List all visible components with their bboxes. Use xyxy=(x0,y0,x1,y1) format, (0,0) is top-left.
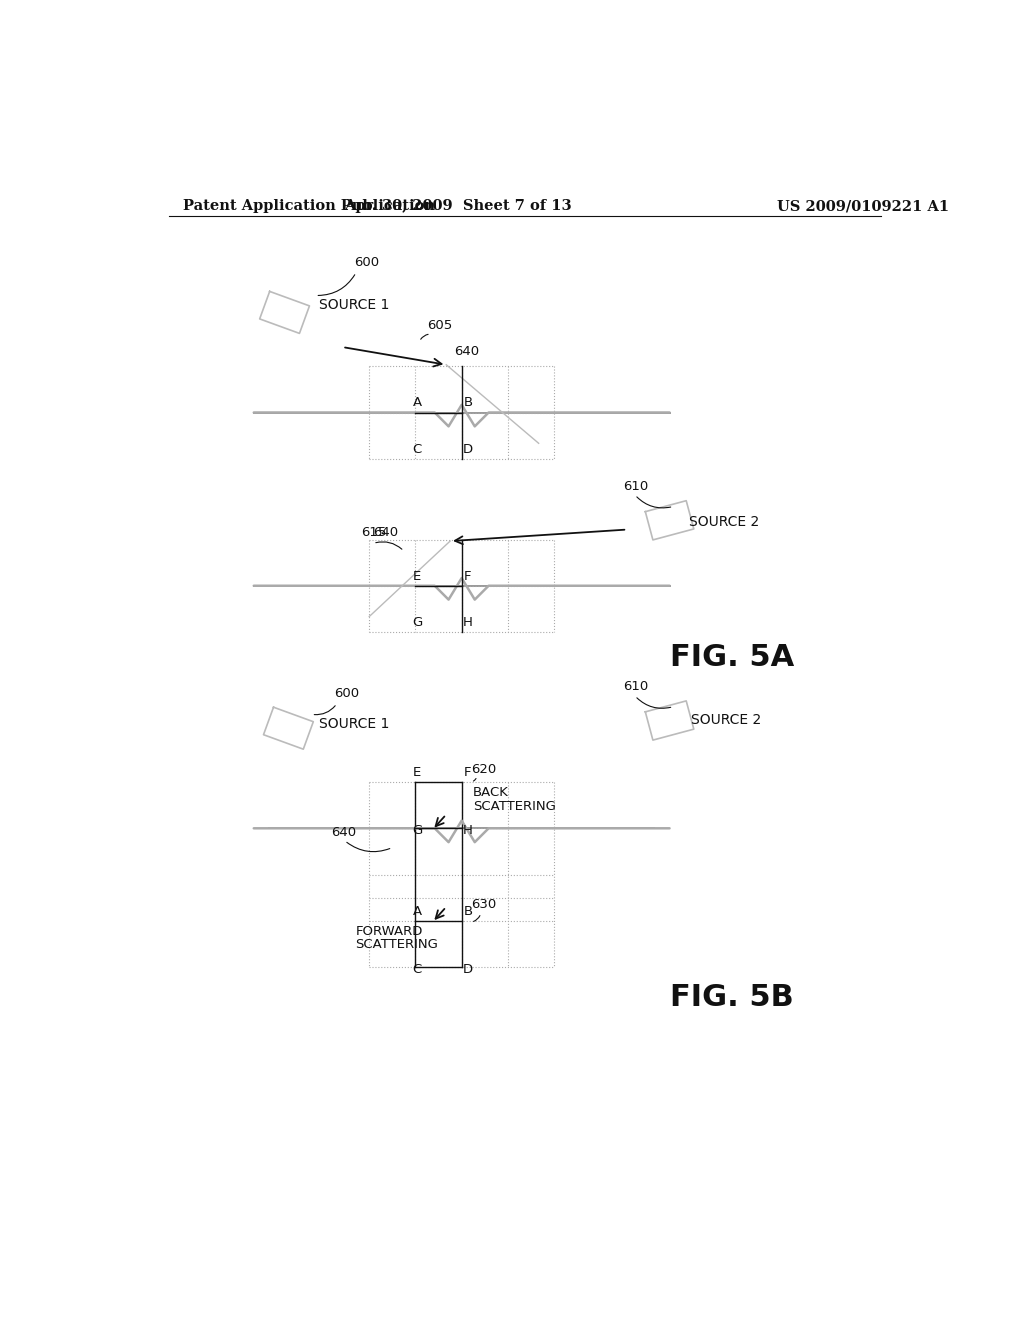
Text: D: D xyxy=(463,964,473,975)
Text: 630: 630 xyxy=(471,899,497,911)
Text: C: C xyxy=(413,442,422,455)
Text: B: B xyxy=(463,396,472,409)
Text: A: A xyxy=(413,904,422,917)
Text: D: D xyxy=(463,442,473,455)
Text: 610: 610 xyxy=(624,479,648,492)
Text: 615: 615 xyxy=(361,525,387,539)
Text: BACK: BACK xyxy=(473,785,509,799)
Text: 600: 600 xyxy=(354,256,379,269)
Text: A: A xyxy=(413,396,422,409)
Text: G: G xyxy=(412,825,422,837)
Text: B: B xyxy=(463,904,472,917)
Text: SOURCE 2: SOURCE 2 xyxy=(691,713,762,727)
Text: 640: 640 xyxy=(331,826,356,840)
Text: 620: 620 xyxy=(471,763,497,776)
Text: US 2009/0109221 A1: US 2009/0109221 A1 xyxy=(777,199,949,213)
Text: H: H xyxy=(463,825,473,837)
Text: F: F xyxy=(464,570,472,582)
Text: 640: 640 xyxy=(373,525,398,539)
Text: F: F xyxy=(464,766,472,779)
Text: E: E xyxy=(413,570,421,582)
Text: 640: 640 xyxy=(454,345,479,358)
Text: Patent Application Publication: Patent Application Publication xyxy=(183,199,435,213)
Text: 610: 610 xyxy=(624,680,648,693)
Text: SOURCE 2: SOURCE 2 xyxy=(689,516,759,529)
Text: H: H xyxy=(463,616,473,628)
Text: Apr. 30, 2009  Sheet 7 of 13: Apr. 30, 2009 Sheet 7 of 13 xyxy=(344,199,571,213)
Text: 600: 600 xyxy=(335,688,359,701)
Text: SCATTERING: SCATTERING xyxy=(473,800,556,813)
Text: C: C xyxy=(413,964,422,975)
Text: FIG. 5B: FIG. 5B xyxy=(670,983,794,1012)
Text: FIG. 5A: FIG. 5A xyxy=(670,643,794,672)
Text: SCATTERING: SCATTERING xyxy=(355,939,438,952)
Text: SOURCE 1: SOURCE 1 xyxy=(319,717,389,731)
Text: E: E xyxy=(413,766,421,779)
Text: SOURCE 1: SOURCE 1 xyxy=(319,297,389,312)
Text: G: G xyxy=(412,616,422,628)
Text: 605: 605 xyxy=(427,319,453,333)
Text: FORWARD: FORWARD xyxy=(355,924,423,937)
